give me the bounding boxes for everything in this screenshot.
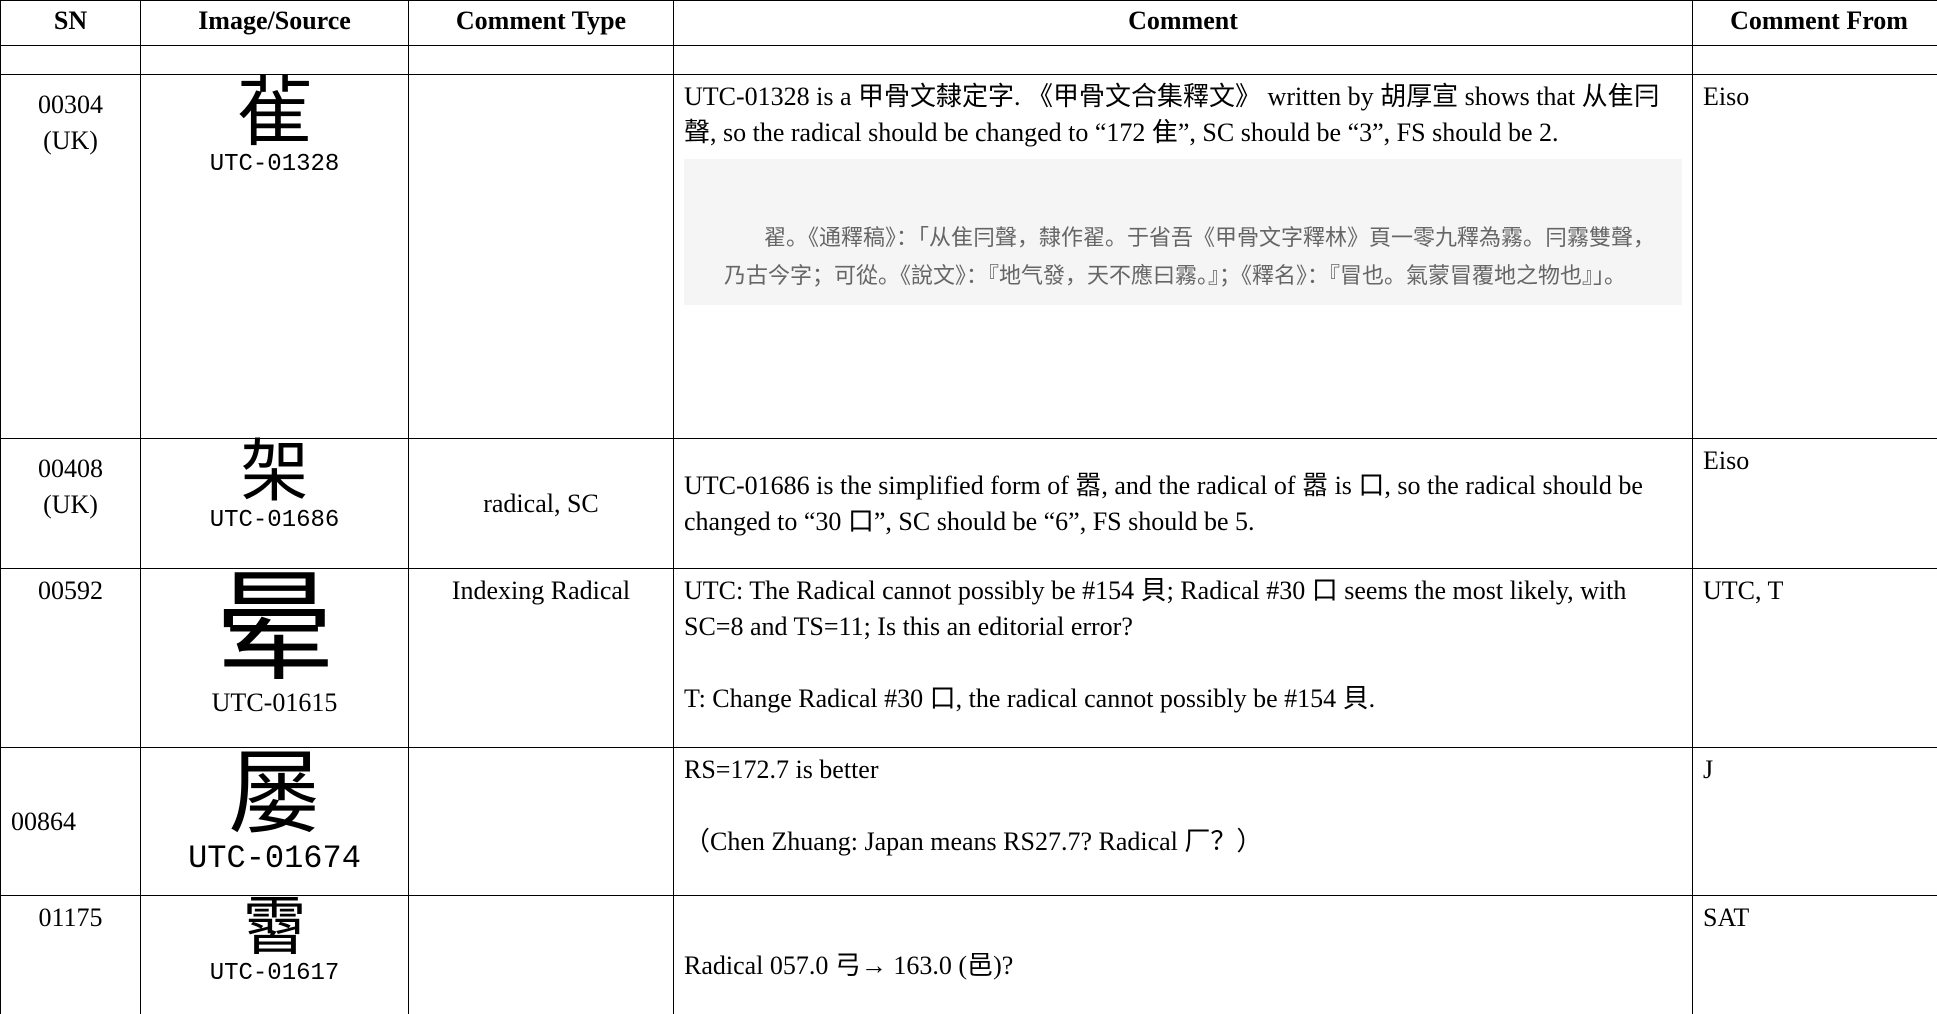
type-cell: radical, SC (408, 438, 674, 569)
sn-text: (UK) (43, 126, 98, 155)
sn-text: 00864 (11, 806, 76, 836)
source-label: UTC-01615 (211, 688, 338, 717)
sn-cell: 00592 (0, 568, 141, 748)
source-label: UTC-01674 (188, 840, 361, 877)
sn-text: (UK) (43, 490, 98, 519)
sn-text: 00304 (38, 90, 103, 119)
comment-cell: RS=172.7 is better （Chen Zhuang: Japan me… (673, 747, 1693, 896)
sn-cell: 00408 (UK) (0, 438, 141, 569)
header-cell: Comment (673, 0, 1693, 46)
comment-text: UTC-01328 is a 甲骨文隸定字. 《甲骨文合集釋文》 written… (684, 82, 1660, 147)
sn-cell: 01175 (0, 895, 141, 1014)
comment-text: UTC: The Radical cannot possibly be #154… (684, 576, 1627, 641)
comment-cell: UTC: The Radical cannot possibly be #154… (673, 568, 1693, 748)
comment-text: UTC-01686 is the simplified form of 嚣, a… (684, 470, 1643, 536)
sn-text: 00592 (38, 576, 103, 605)
cell (1692, 45, 1937, 75)
table-body: 00304 (UK) 雈 UTC-01328 UTC-01328 is a 甲骨文隸定字… (0, 45, 1937, 1014)
header-cell: SN (0, 0, 141, 46)
header-row: SN Image/Source Comment Type Comment Comment… (0, 0, 1937, 46)
cell (673, 45, 1693, 75)
row: 00864 屡 UTC-01674 RS=172.7 is better （Chen Z… (0, 740, 1937, 896)
comment-text: T: Change Radical #30 口, the radical can… (684, 684, 1376, 713)
glyph: 雈 (236, 68, 313, 157)
comment-cell: Radical 057.0 弓→ 163.0 (邑)? (673, 895, 1693, 1014)
type-cell (408, 74, 674, 439)
glyph: 架 (240, 433, 309, 512)
comment-text: Radical 057.0 弓→ 163.0 (邑)? (684, 950, 1014, 980)
from-cell: SAT (1692, 895, 1937, 1014)
image-cell: 架 UTC-01686 (140, 433, 409, 569)
type-cell: Indexing Radical (408, 568, 674, 748)
sn-text: 01175 (38, 903, 103, 932)
from-cell: Eiso (1692, 74, 1937, 439)
from-cell: Eiso (1692, 438, 1937, 569)
from-cell: UTC, T (1692, 568, 1937, 748)
source-label: UTC-01686 (209, 507, 340, 534)
comment-text: RS=172.7 is better (684, 755, 879, 784)
row: 00408 (UK) 架 UTC-01686 radical, SC UTC-01686 … (0, 433, 1937, 569)
image-cell: 晕 UTC-01615 (140, 559, 409, 748)
sn-text: 00408 (38, 454, 103, 483)
header-cell: Comment Type (408, 0, 674, 46)
header-cell: Image/Source (140, 0, 409, 46)
glyph: 霫 (242, 891, 307, 965)
row: 00304 (UK) 雈 UTC-01328 UTC-01328 is a 甲骨文隸定字… (0, 68, 1937, 439)
cell (0, 45, 141, 75)
quoted-image-text: 翟。《通釋稿》：「从隹冃聲，隸作翟。于省吾《甲骨文字釋林》頁一零九釋為霧。冃霧雙… (684, 159, 1682, 305)
from-cell: J (1692, 747, 1937, 896)
glyph: 屡 (228, 740, 321, 847)
type-cell (408, 747, 674, 896)
sn-cell: 00864 (0, 747, 141, 896)
image-cell: 屡 UTC-01674 (140, 740, 409, 896)
type-cell (408, 895, 674, 1014)
source-label: UTC-01617 (209, 960, 340, 987)
row: 01175 霫 UTC-01617 Radical 057.0 弓→ 163.0 (邑… (0, 891, 1937, 1014)
image-cell: 霫 UTC-01617 (140, 891, 409, 1014)
sn-cell: 00304 (UK) (0, 74, 141, 439)
source-label: UTC-01328 (209, 151, 340, 178)
cell (408, 45, 674, 75)
header-cell: Comment From (1692, 0, 1937, 46)
comment-cell: UTC-01686 is the simplified form of 嚣, a… (673, 438, 1693, 569)
image-cell: 雈 UTC-01328 (140, 68, 409, 439)
row: 00592 晕 UTC-01615 Indexing Radical UTC: The … (0, 559, 1937, 748)
comment-cell: UTC-01328 is a 甲骨文隸定字. 《甲骨文合集釋文》 written… (673, 74, 1693, 439)
glyph: 晕 (214, 559, 335, 698)
comment-text: （Chen Zhuang: Japan means RS27.7? Radica… (684, 827, 1263, 856)
